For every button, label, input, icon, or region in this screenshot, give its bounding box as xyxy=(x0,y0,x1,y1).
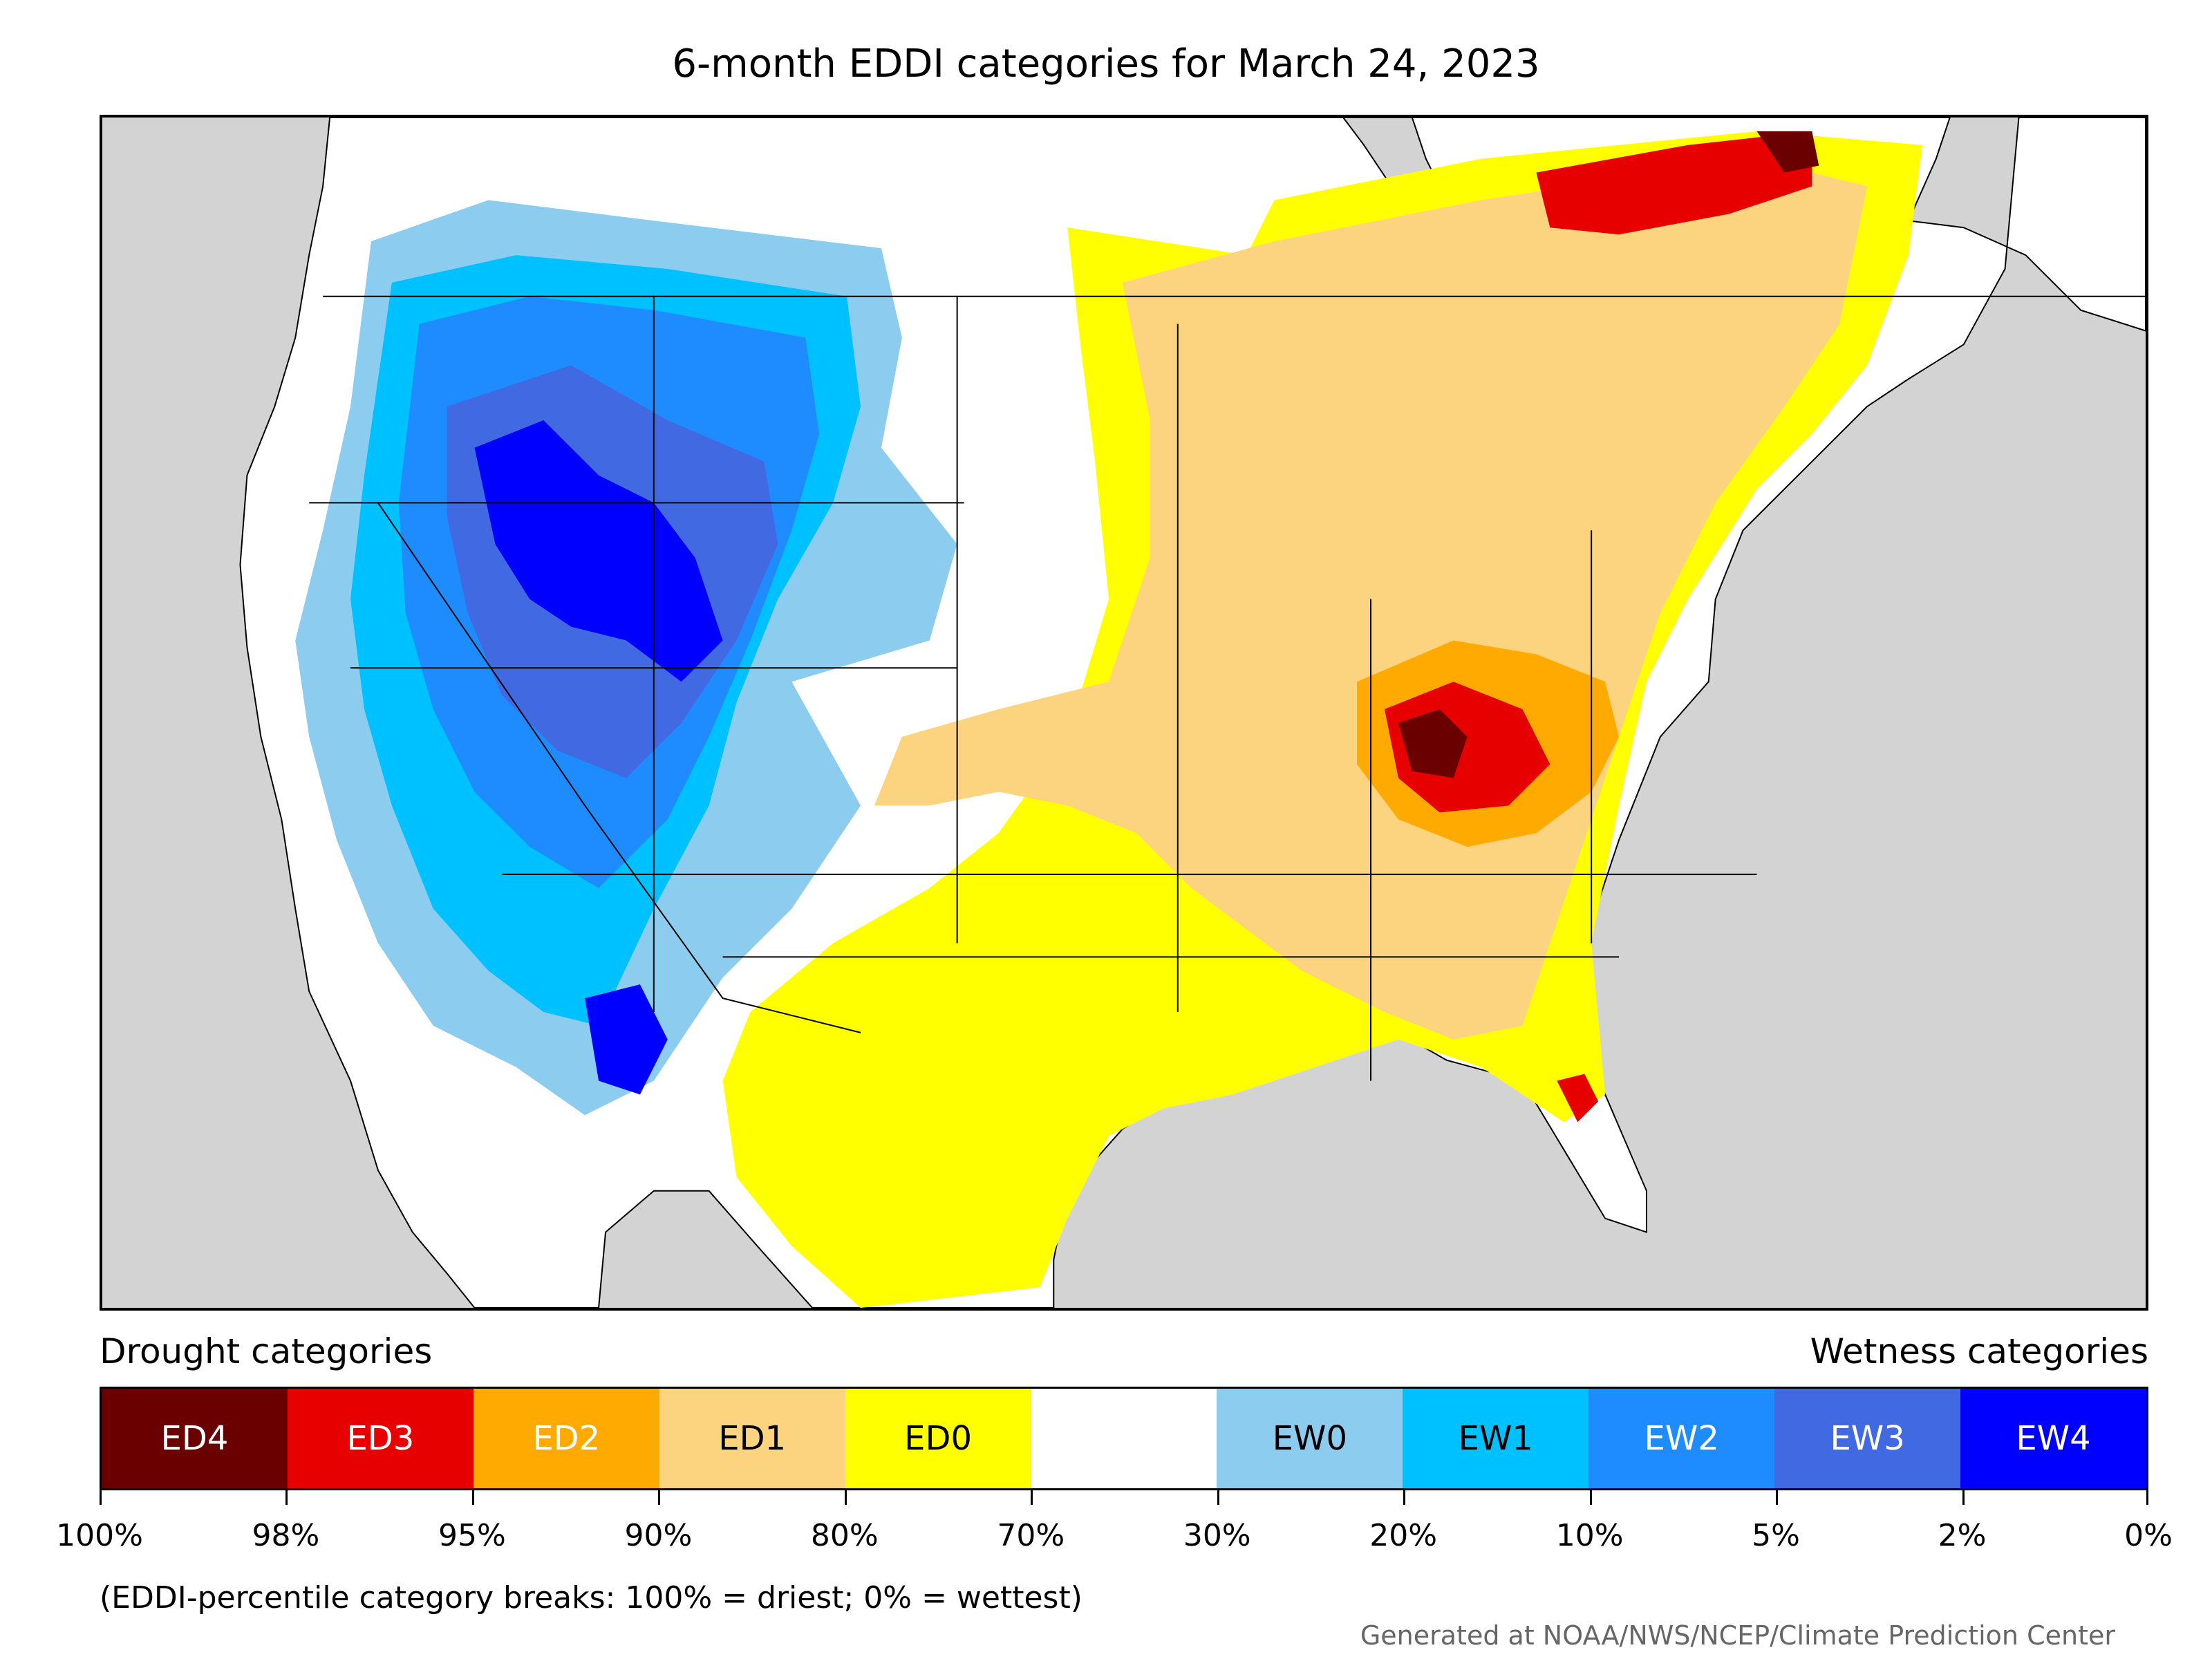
state-borders xyxy=(309,295,2146,1081)
legend-swatch-ed2: ED2 xyxy=(473,1389,659,1488)
region-ew4 xyxy=(474,420,723,682)
legend-swatch-ew4: EW4 xyxy=(1960,1389,2146,1488)
tick-label: 10% xyxy=(1555,1518,1624,1553)
tick-label: 70% xyxy=(997,1518,1065,1553)
colorbar-tick xyxy=(100,1488,102,1505)
tick-label: 95% xyxy=(438,1518,506,1553)
eddi-map xyxy=(239,118,2146,1308)
category-colorbar: ED4 ED3 ED2 ED1 ED0 EW0 EW1 EW2 EW3 EW4 xyxy=(100,1387,2148,1490)
wetness-categories-heading: Wetness categories xyxy=(1810,1331,2148,1371)
drought-categories-heading: Drought categories xyxy=(100,1331,433,1371)
colorbar-ticks xyxy=(100,1488,2148,1505)
colorbar-tick xyxy=(1776,1488,1779,1505)
colorbar-tick xyxy=(1031,1488,1033,1505)
tick-label: 90% xyxy=(624,1518,693,1553)
tick-label: 80% xyxy=(810,1518,879,1553)
region-ed3-northeast xyxy=(1536,131,1812,235)
credit-line: Generated at NOAA/NWS/NCEP/Climate Predi… xyxy=(1360,1620,2115,1651)
region-ed3-florida xyxy=(1557,1074,1599,1123)
legend-swatch-ed3: ED3 xyxy=(287,1389,474,1488)
legend-swatch-ed1: ED1 xyxy=(659,1389,845,1488)
legend-swatch-ed4: ED4 xyxy=(102,1389,288,1488)
region-ed4-northeast xyxy=(1756,131,1819,173)
tick-label: 2% xyxy=(1938,1518,1987,1553)
tick-label: 30% xyxy=(1183,1518,1251,1553)
colorbar-tick xyxy=(471,1488,474,1505)
region-ed4 xyxy=(1398,709,1468,778)
legend-swatch-ew2: EW2 xyxy=(1588,1389,1775,1488)
map-title: 6-month EDDI categories for March 24, 20… xyxy=(672,41,1540,86)
legend-swatch-ew3: EW3 xyxy=(1774,1389,1961,1488)
colorbar-tick xyxy=(2146,1488,2148,1505)
legend-swatch-ew0: EW0 xyxy=(1217,1389,1403,1488)
colorbar-tick xyxy=(285,1488,288,1505)
legend-swatch-normal xyxy=(1031,1389,1217,1488)
tick-label: 0% xyxy=(2124,1518,2173,1553)
colorbar-tick xyxy=(1217,1488,1219,1505)
tick-label: 98% xyxy=(252,1518,320,1553)
colorbar-tick xyxy=(1962,1488,1965,1505)
colorbar-tick xyxy=(1403,1488,1406,1505)
legend-swatch-ew1: EW1 xyxy=(1403,1389,1589,1488)
tick-label: 20% xyxy=(1369,1518,1438,1553)
tick-label: 100% xyxy=(56,1518,143,1553)
region-ew4-southwest xyxy=(585,984,668,1095)
colorbar-tick xyxy=(844,1488,847,1505)
legend-swatch-ed0: ED0 xyxy=(845,1389,1031,1488)
tick-label: 5% xyxy=(1752,1518,1800,1553)
colorbar-tick xyxy=(658,1488,661,1505)
category-breaks-note: (EDDI-percentile category breaks: 100% =… xyxy=(100,1580,1082,1615)
map-panel xyxy=(100,115,2148,1311)
colorbar-tick xyxy=(1589,1488,1592,1505)
